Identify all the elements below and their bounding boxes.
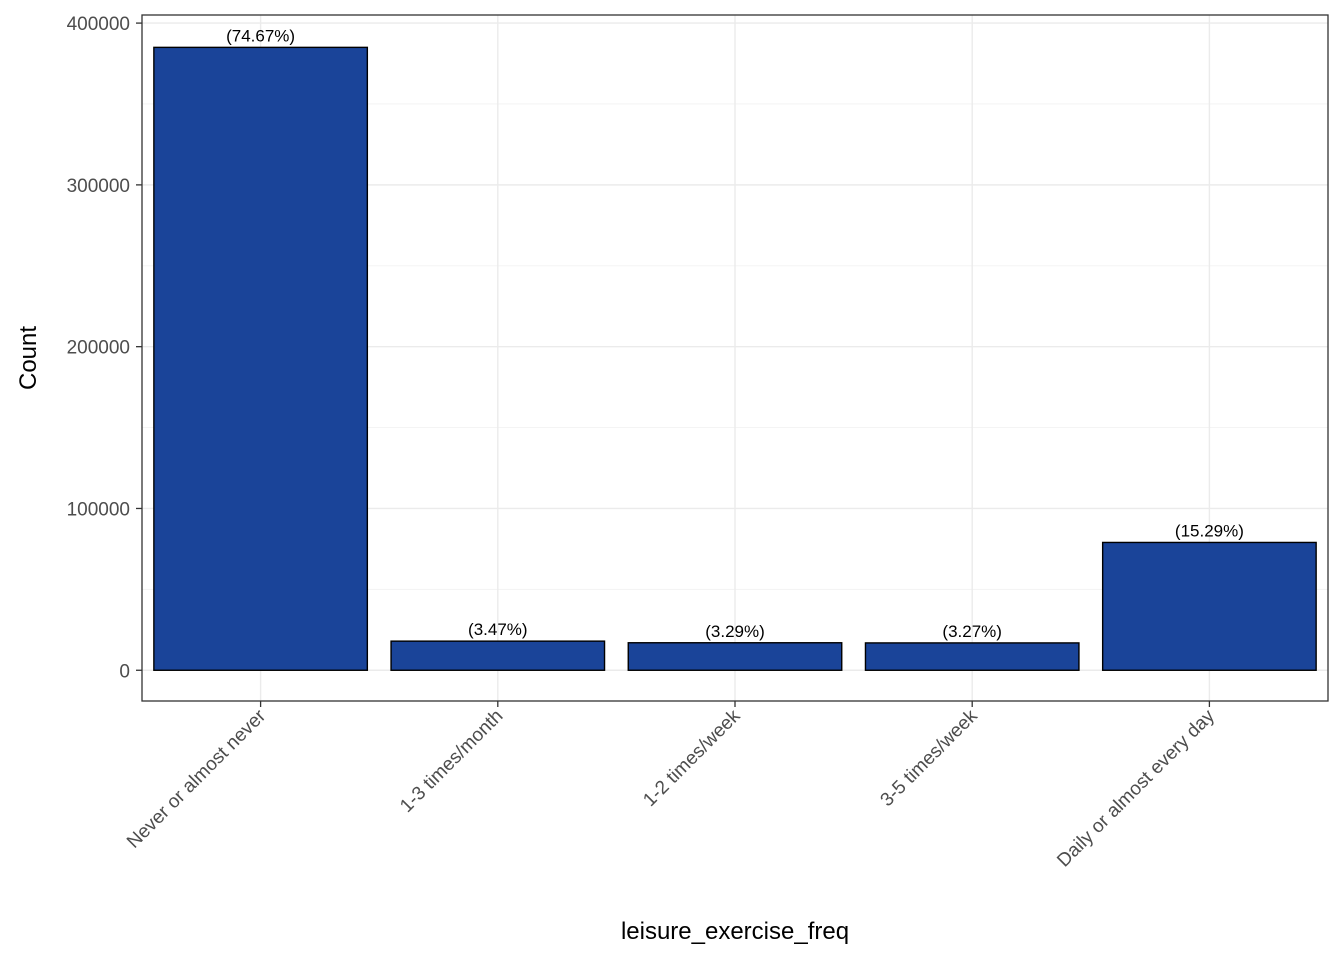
y-tick-label: 400000 [67,14,130,35]
x-tick-label: 1-2 times/week [639,705,745,811]
data-label-2: (3.29%) [705,622,765,641]
y-tick-label: 300000 [67,176,130,197]
y-tick-label: 100000 [67,499,130,520]
y-tick-label: 0 [119,661,130,682]
x-tick-label: 1-3 times/month [396,706,507,817]
data-label-0: (74.67%) [226,26,295,45]
data-labels: (74.67%) (3.47%) (3.29%) (3.27%) (15.29%) [226,26,1244,641]
y-tick-label: 200000 [67,338,130,359]
x-tick-label: 3-5 times/week [877,705,983,811]
bar-2 [627,642,843,671]
data-label-4: (15.29%) [1175,521,1244,540]
x-tick-label: Daily or almost every day [1053,705,1219,871]
bar-1 [390,640,606,671]
x-tick-label: Never or almost never [123,705,270,852]
x-axis: Never or almost never 1-3 times/month 1-2 … [123,701,1219,871]
bar-3 [864,642,1080,671]
bar-0 [153,46,369,671]
data-label-3: (3.27%) [942,622,1002,641]
y-axis-title: Count [15,326,42,390]
bar-4 [1101,541,1317,671]
bars [153,46,1317,671]
y-axis: 0 100000 200000 300000 400000 [67,14,142,682]
x-axis-title: leisure_exercise_freq [621,918,849,945]
data-label-1: (3.47%) [468,620,528,639]
